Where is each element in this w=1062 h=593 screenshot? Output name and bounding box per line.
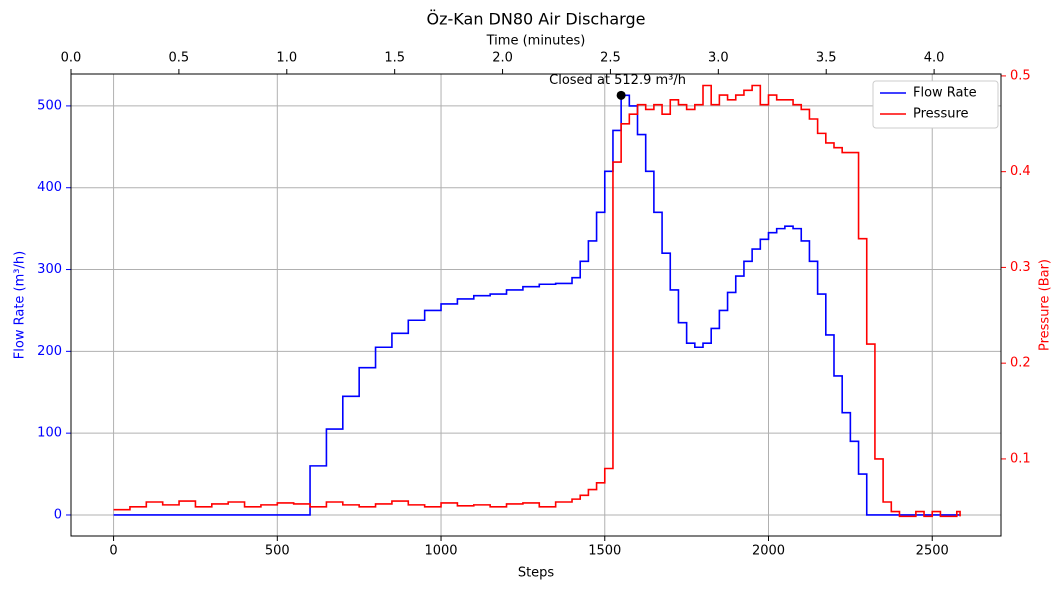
series-line: [113, 94, 961, 516]
legend-label: Flow Rate: [913, 86, 977, 101]
annotation-text: Closed at 512.9 m³/h: [549, 73, 686, 88]
chart-title: Öz-Kan DN80 Air Discharge: [427, 10, 646, 29]
x2-axis-label: Time (minutes): [486, 34, 586, 49]
x-axis-label: Steps: [518, 566, 555, 581]
y-tick-label: 200: [37, 344, 62, 359]
y2-axis-label: Pressure (Bar): [1038, 259, 1053, 351]
x2-tick-label: 4.0: [924, 51, 945, 66]
x2-tick-label: 1.0: [276, 51, 297, 66]
y-tick-label: 300: [37, 262, 62, 277]
y-tick-label: 500: [37, 98, 62, 113]
y-tick-label: 0: [54, 507, 62, 522]
x2-tick-label: 2.5: [600, 51, 621, 66]
y2-tick-label: 0.4: [1010, 164, 1031, 179]
x2-tick-label: 2.0: [492, 51, 513, 66]
x-tick-label: 500: [265, 544, 290, 559]
y-tick-label: 100: [37, 426, 62, 441]
annotation-marker: [616, 90, 626, 100]
x2-tick-label: 1.5: [384, 51, 405, 66]
y-tick-label: 400: [37, 180, 62, 195]
series-line: [113, 84, 961, 518]
y2-tick-label: 0.2: [1010, 356, 1031, 371]
x-tick-label: 1500: [588, 544, 621, 559]
x2-tick-label: 3.5: [816, 51, 837, 66]
legend-label: Pressure: [913, 107, 969, 122]
y2-tick-label: 0.1: [1010, 451, 1031, 466]
x2-tick-label: 3.0: [708, 51, 729, 66]
x2-tick-label: 0.0: [61, 51, 82, 66]
x-tick-label: 2500: [916, 544, 949, 559]
y2-tick-label: 0.3: [1010, 260, 1031, 275]
y2-tick-label: 0.5: [1010, 68, 1031, 83]
x-tick-label: 2000: [752, 544, 785, 559]
plot-frame: [70, 73, 1002, 537]
x-tick-label: 0: [109, 544, 117, 559]
x-tick-label: 1000: [424, 544, 457, 559]
y-axis-label: Flow Rate (m³/h): [13, 251, 28, 359]
x2-tick-label: 0.5: [169, 51, 190, 66]
